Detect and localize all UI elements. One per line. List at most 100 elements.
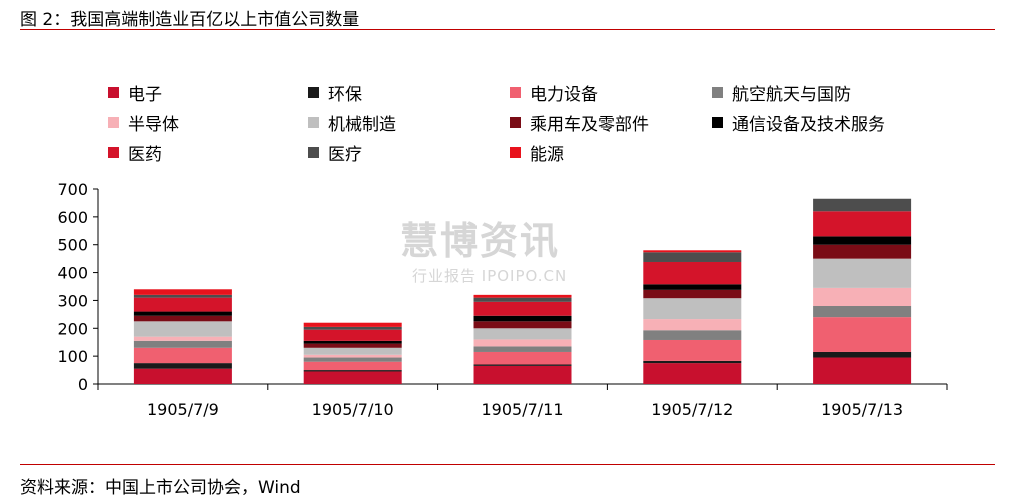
legend-swatch <box>510 117 521 128</box>
legend-item: 能源 <box>510 140 564 165</box>
x-tick-label: 1905/7/12 <box>651 400 733 419</box>
bar-segment <box>133 311 232 316</box>
y-tick-label: 600 <box>57 208 88 227</box>
figure-title: 图 2：我国高端制造业百亿以上市值公司数量 <box>20 10 360 30</box>
legend-swatch <box>712 117 723 128</box>
bar-segment <box>133 294 232 298</box>
legend-swatch <box>108 147 119 158</box>
bar-segment <box>813 211 912 237</box>
bar-segment <box>133 363 232 369</box>
bar-segment <box>133 297 232 312</box>
bar-segment <box>643 289 742 299</box>
bar-segment <box>813 357 912 384</box>
bar-segment <box>643 339 742 361</box>
bar-segment <box>473 294 572 298</box>
bar-segment <box>133 347 232 364</box>
legend-item: 机械制造 <box>308 110 396 135</box>
bar-segment <box>303 370 402 372</box>
bar-segment <box>813 236 912 245</box>
legend-label: 乘用车及零部件 <box>530 115 649 135</box>
bar-segment <box>303 361 402 371</box>
x-tick-label: 1905/7/13 <box>821 400 903 419</box>
legend-swatch <box>712 87 723 98</box>
legend-label: 能源 <box>530 145 564 165</box>
bar-segment <box>303 326 402 330</box>
y-tick-label: 400 <box>57 264 88 283</box>
legend-swatch <box>308 147 319 158</box>
legend-swatch <box>510 87 521 98</box>
bar-segment <box>473 328 572 340</box>
bar-segment <box>643 252 742 262</box>
bar-segment <box>473 301 572 316</box>
legend-swatch <box>510 147 521 158</box>
legend-swatch <box>108 117 119 128</box>
bar-segment <box>813 306 912 318</box>
bar-segment <box>643 284 742 290</box>
legend-swatch <box>108 87 119 98</box>
legend-label: 医药 <box>128 145 162 165</box>
legend-label: 电力设备 <box>530 85 598 105</box>
legend-item: 电子 <box>108 80 162 105</box>
legend-swatch <box>308 87 319 98</box>
legend-item: 乘用车及零部件 <box>510 110 649 135</box>
bar-segment <box>303 354 402 358</box>
bar-segment <box>643 363 742 384</box>
y-tick-label: 500 <box>57 236 88 255</box>
y-tick-label: 200 <box>57 319 88 338</box>
bar-segment <box>133 340 232 348</box>
y-tick-label: 0 <box>78 375 88 394</box>
legend-label: 环保 <box>328 85 362 105</box>
bar-segment <box>813 287 912 306</box>
legend-swatch <box>308 117 319 128</box>
bar-segment <box>303 340 402 344</box>
bar-segment <box>303 357 402 362</box>
x-tick-label: 1905/7/11 <box>481 400 563 419</box>
y-tick-label: 100 <box>57 347 88 366</box>
bar-segment <box>473 365 572 384</box>
legend-item: 环保 <box>308 80 362 105</box>
footer-divider <box>20 464 995 465</box>
bar-segment <box>473 321 572 329</box>
bar-segment <box>813 198 912 212</box>
x-tick-label: 1905/7/9 <box>147 400 219 419</box>
legend-item: 医疗 <box>308 140 362 165</box>
legend-item: 航空航天与国防 <box>712 80 851 105</box>
bar-segment <box>133 289 232 295</box>
bar-segment <box>133 315 232 322</box>
bar-segment <box>303 371 402 384</box>
legend-item: 电力设备 <box>510 80 598 105</box>
bar-segment <box>473 351 572 365</box>
legend-item: 通信设备及技术服务 <box>712 110 885 135</box>
bar-segment <box>643 360 742 364</box>
bar-segment <box>643 330 742 340</box>
legend-label: 医疗 <box>328 145 362 165</box>
bar-segment <box>643 319 742 331</box>
bar-segment <box>303 322 402 327</box>
legend-item: 半导体 <box>108 110 179 135</box>
bar-segment <box>473 346 572 352</box>
stacked-bar-chart: 0 100 200 300 400 500 600 700 1905/7/9 1905/7/10 1… <box>57 180 948 419</box>
title-divider <box>20 29 995 30</box>
bar-segment <box>643 298 742 320</box>
bar-segment <box>303 329 402 341</box>
bar-segment <box>133 368 232 384</box>
bar-segment <box>473 364 572 366</box>
legend-label: 半导体 <box>128 115 179 135</box>
x-tick-label: 1905/7/10 <box>312 400 394 419</box>
bar-segment <box>473 297 572 302</box>
bar-segment <box>813 244 912 259</box>
legend-label: 电子 <box>128 85 162 105</box>
bar-segment <box>133 321 232 337</box>
source-note: 资料来源：中国上市公司协会，Wind <box>20 478 301 498</box>
bar-segment <box>813 351 912 358</box>
bar-segment <box>473 315 572 322</box>
legend-label: 通信设备及技术服务 <box>732 115 885 135</box>
bar-segment <box>643 250 742 253</box>
legend-item: 医药 <box>108 140 162 165</box>
legend-label: 机械制造 <box>328 115 396 135</box>
bar-segment <box>133 336 232 341</box>
bar-segment <box>303 343 402 348</box>
y-tick-label: 300 <box>57 291 88 310</box>
bar-segment <box>643 261 742 285</box>
bar-segment <box>303 347 402 355</box>
